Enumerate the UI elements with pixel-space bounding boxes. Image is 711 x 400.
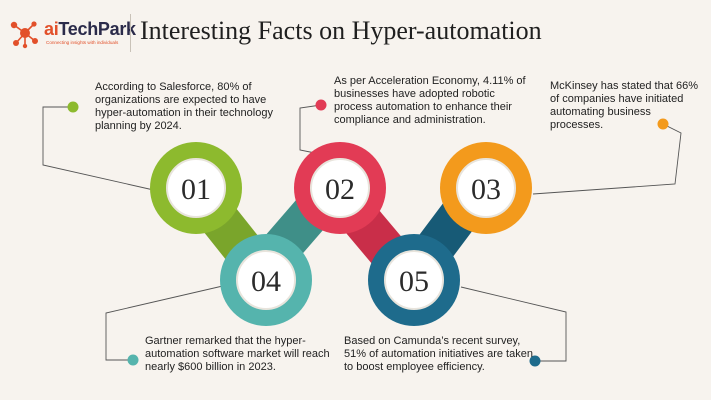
number-02: 02 bbox=[325, 173, 355, 206]
aitechpark-logo[interactable]: aiTechPark Connecting insights with indi… bbox=[8, 16, 138, 50]
fact-text-03: McKinsey has stated that 66% of companie… bbox=[550, 80, 698, 131]
header-divider bbox=[130, 14, 131, 52]
fact-text-01: According to Salesforce, 80% of organiza… bbox=[95, 81, 273, 132]
page-title: Interesting Facts on Hyper-automation bbox=[140, 16, 542, 45]
dot-04 bbox=[127, 354, 139, 366]
dot-02 bbox=[315, 99, 327, 111]
fact-text-04: Gartner remarked that the hyper-automati… bbox=[145, 335, 330, 373]
dot-03 bbox=[657, 118, 669, 130]
logo-wordmark: aiTechPark bbox=[44, 19, 136, 39]
circle-01 bbox=[150, 142, 242, 234]
number-03: 03 bbox=[471, 173, 501, 206]
leader-line-05 bbox=[460, 286, 567, 362]
number-04: 04 bbox=[251, 265, 281, 298]
logo-tagline: Connecting insights with individuals bbox=[46, 40, 119, 45]
circle-03 bbox=[440, 142, 532, 234]
dot-05 bbox=[529, 355, 541, 367]
fact-text-05: Based on Camunda’s recent survey, 51% of… bbox=[344, 335, 533, 373]
circle-04 bbox=[220, 234, 312, 326]
leader-line-03 bbox=[532, 123, 682, 195]
number-01: 01 bbox=[181, 173, 211, 206]
network-icon bbox=[10, 21, 38, 49]
circle-02 bbox=[294, 142, 386, 234]
leader-line-04 bbox=[105, 284, 228, 361]
number-05: 05 bbox=[399, 265, 429, 298]
leader-lines bbox=[42, 104, 682, 362]
dot-01 bbox=[67, 101, 79, 113]
fact-text-02: As per Acceleration Economy, 4.11% of bu… bbox=[334, 75, 526, 126]
header: aiTechPark Connecting insights with indi… bbox=[0, 0, 711, 60]
circle-05 bbox=[368, 234, 460, 326]
leader-line-01 bbox=[42, 106, 159, 192]
leader-line-02 bbox=[299, 104, 322, 155]
